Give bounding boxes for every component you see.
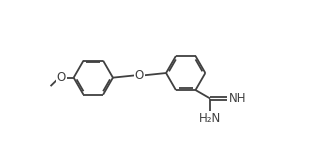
Text: NH: NH bbox=[229, 92, 246, 105]
Text: O: O bbox=[135, 69, 144, 82]
Text: O: O bbox=[57, 71, 66, 84]
Text: H₂N: H₂N bbox=[199, 112, 221, 125]
